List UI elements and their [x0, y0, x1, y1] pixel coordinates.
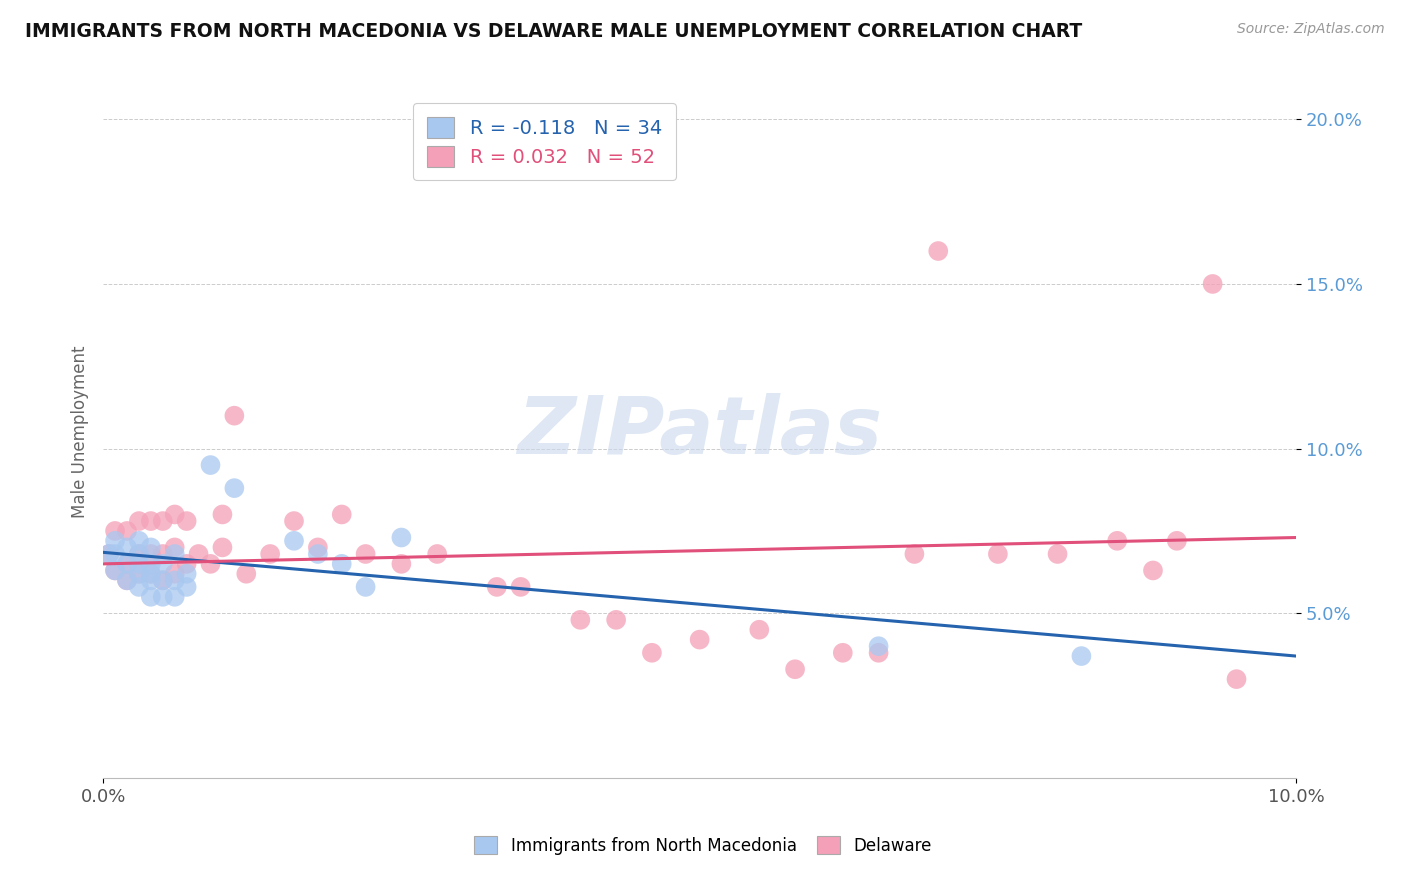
Point [104, 564, 127, 578]
Legend: R = -0.118   N = 34, R = 0.032   N = 52: R = -0.118 N = 34, R = 0.032 N = 52 [413, 103, 676, 180]
Point [283, 514, 305, 528]
Point [98, 547, 121, 561]
Point [868, 639, 890, 653]
Point [152, 590, 174, 604]
Point [330, 508, 353, 522]
Point [163, 547, 186, 561]
Point [426, 547, 449, 561]
Legend: Immigrants from North Macedonia, Delaware: Immigrants from North Macedonia, Delawar… [467, 830, 939, 862]
Point [783, 662, 806, 676]
Point [128, 533, 150, 548]
Point [1166, 533, 1188, 548]
Point [128, 580, 150, 594]
Point [152, 514, 174, 528]
Point [115, 574, 138, 588]
Point [1046, 547, 1069, 561]
Point [98, 547, 121, 561]
Point [389, 531, 412, 545]
Point [748, 623, 770, 637]
Text: Source: ZipAtlas.com: Source: ZipAtlas.com [1237, 22, 1385, 37]
Point [104, 547, 127, 561]
Point [163, 566, 186, 581]
Point [152, 547, 174, 561]
Point [509, 580, 531, 594]
Point [104, 564, 127, 578]
Point [152, 557, 174, 571]
Point [128, 566, 150, 581]
Point [139, 574, 162, 588]
Point [354, 580, 377, 594]
Point [389, 557, 412, 571]
Point [115, 574, 138, 588]
Point [1142, 564, 1164, 578]
Point [1201, 277, 1223, 291]
Point [176, 514, 198, 528]
Point [831, 646, 853, 660]
Point [224, 409, 246, 423]
Point [569, 613, 592, 627]
Point [128, 566, 150, 581]
Point [283, 533, 305, 548]
Text: ZIPatlas: ZIPatlas [517, 393, 882, 471]
Point [211, 541, 233, 555]
Point [139, 557, 162, 571]
Point [1107, 533, 1129, 548]
Point [176, 580, 198, 594]
Point [224, 481, 246, 495]
Point [139, 541, 162, 555]
Point [163, 574, 186, 588]
Point [868, 646, 890, 660]
Point [139, 514, 162, 528]
Point [235, 566, 257, 581]
Point [987, 547, 1010, 561]
Point [128, 547, 150, 561]
Point [1225, 672, 1247, 686]
Point [927, 244, 949, 258]
Point [139, 566, 162, 581]
Point [307, 547, 329, 561]
Point [176, 566, 198, 581]
Point [485, 580, 508, 594]
Point [1070, 649, 1092, 664]
Point [163, 590, 186, 604]
Point [115, 557, 138, 571]
Point [163, 508, 186, 522]
Point [200, 458, 222, 472]
Point [605, 613, 627, 627]
Point [187, 547, 209, 561]
Point [163, 541, 186, 555]
Point [211, 508, 233, 522]
Point [641, 646, 664, 660]
Point [689, 632, 711, 647]
Point [176, 557, 198, 571]
Point [259, 547, 281, 561]
Point [115, 524, 138, 538]
Point [330, 557, 353, 571]
Text: IMMIGRANTS FROM NORTH MACEDONIA VS DELAWARE MALE UNEMPLOYMENT CORRELATION CHART: IMMIGRANTS FROM NORTH MACEDONIA VS DELAW… [25, 22, 1083, 41]
Point [115, 557, 138, 571]
Point [152, 574, 174, 588]
Point [104, 533, 127, 548]
Y-axis label: Male Unemployment: Male Unemployment [72, 346, 89, 518]
Point [104, 524, 127, 538]
Point [139, 547, 162, 561]
Point [139, 590, 162, 604]
Point [152, 574, 174, 588]
Point [128, 557, 150, 571]
Point [128, 547, 150, 561]
Point [354, 547, 377, 561]
Point [903, 547, 925, 561]
Point [139, 566, 162, 581]
Point [115, 541, 138, 555]
Point [307, 541, 329, 555]
Point [128, 514, 150, 528]
Point [200, 557, 222, 571]
